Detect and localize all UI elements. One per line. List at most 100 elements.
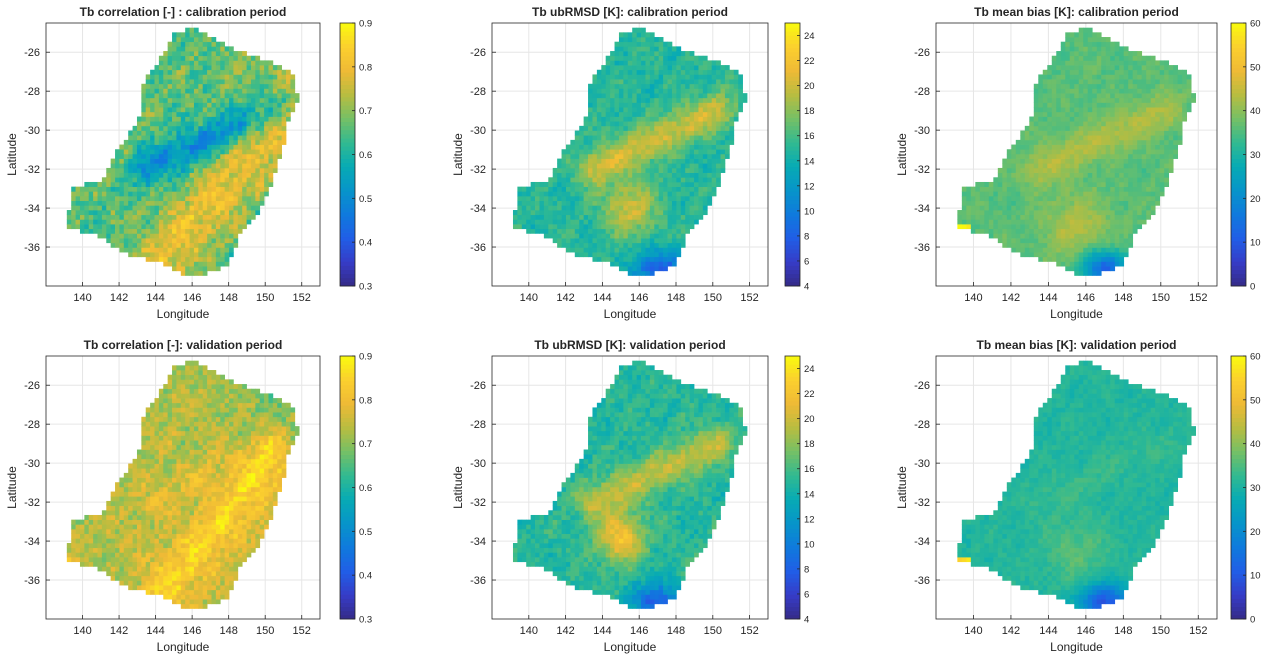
heatmap-cell: [172, 79, 177, 85]
heatmap-cell: [250, 121, 256, 127]
colorbar-segment: [785, 117, 800, 123]
heatmap-cell: [141, 111, 147, 117]
heatmap-cell: [689, 172, 695, 178]
heatmap-cell: [1132, 65, 1138, 71]
heatmap-cell: [1105, 135, 1111, 141]
heatmap-cell: [106, 210, 112, 216]
heatmap-cell: [1083, 121, 1089, 127]
heatmap-cell: [1101, 252, 1107, 258]
heatmap-cell: [172, 163, 177, 169]
heatmap-cell: [645, 219, 651, 225]
y-tick-label: -28: [24, 86, 40, 98]
heatmap-cell: [1128, 233, 1134, 239]
heatmap-cell: [224, 125, 230, 131]
heatmap-cell: [676, 79, 682, 85]
heatmap-cell: [115, 242, 120, 248]
heatmap-cell: [663, 111, 668, 117]
heatmap-cell: [207, 242, 212, 248]
heatmap-cell: [224, 252, 230, 258]
heatmap-cell: [1123, 121, 1129, 127]
heatmap-cell: [1002, 214, 1008, 220]
heatmap-cell: [97, 181, 103, 187]
heatmap-cell: [189, 130, 195, 136]
heatmap-cell: [75, 186, 81, 192]
heatmap-cell: [167, 51, 173, 57]
heatmap-cell: [1074, 205, 1080, 211]
heatmap-cell: [106, 167, 112, 173]
heatmap-cell: [565, 214, 571, 220]
heatmap-cell: [993, 228, 999, 234]
heatmap-cell: [141, 97, 147, 103]
heatmap-cell: [1110, 153, 1116, 159]
heatmap-cell: [1038, 139, 1044, 145]
heatmap-cell: [167, 107, 173, 113]
heatmap-cell: [1056, 247, 1062, 253]
heatmap-cell: [211, 261, 217, 267]
heatmap-cell: [1087, 69, 1093, 75]
heatmap-cell: [1087, 139, 1093, 145]
heatmap-cell: [132, 130, 138, 136]
colorbar-segment: [340, 183, 355, 188]
heatmap-cell: [632, 224, 637, 230]
heatmap-cell: [623, 252, 629, 258]
heatmap-cell: [605, 125, 611, 131]
colorbar-segment: [785, 207, 800, 213]
colorbar-segment: [340, 138, 355, 143]
heatmap-cell: [246, 196, 252, 202]
heatmap-cell: [242, 224, 247, 230]
heatmap-cell: [110, 181, 116, 187]
heatmap-cell: [176, 219, 182, 225]
heatmap-cell: [583, 252, 589, 258]
heatmap-cell: [689, 181, 695, 187]
heatmap-cell: [1078, 177, 1084, 183]
heatmap-cell: [557, 233, 562, 239]
heatmap-cell: [658, 181, 664, 187]
heatmap-cell: [277, 111, 282, 117]
heatmap-cell: [259, 121, 265, 127]
heatmap-cell: [1083, 55, 1089, 61]
heatmap-cell: [627, 139, 633, 145]
heatmap-cell: [1105, 125, 1111, 131]
heatmap-cell: [150, 93, 155, 99]
heatmap-cell: [220, 186, 225, 192]
heatmap-cell: [579, 181, 584, 187]
heatmap-cell: [667, 144, 673, 150]
heatmap-cell: [539, 186, 545, 192]
heatmap-cell: [250, 163, 256, 169]
heatmap-cell: [193, 116, 199, 122]
heatmap-cell: [1060, 135, 1066, 141]
heatmap-cell: [268, 88, 274, 94]
heatmap-cell: [207, 149, 212, 155]
heatmap-cell: [623, 37, 629, 43]
heatmap-cell: [720, 116, 726, 122]
heatmap-cell: [268, 79, 274, 85]
heatmap-cell: [557, 181, 562, 187]
heatmap-cell: [654, 37, 660, 43]
heatmap-cell: [645, 228, 651, 234]
heatmap-cell: [167, 219, 173, 225]
heatmap-cell: [988, 224, 994, 230]
heatmap-cell: [185, 200, 190, 206]
heatmap-cell: [1065, 32, 1071, 38]
heatmap-cell: [1074, 228, 1080, 234]
heatmap-cell: [136, 200, 142, 206]
heatmap-cell: [1029, 144, 1035, 150]
heatmap-cell: [1078, 266, 1084, 272]
heatmap-cell: [167, 153, 173, 159]
heatmap-cell: [229, 149, 234, 155]
heatmap-cell: [176, 167, 182, 173]
heatmap-cell: [605, 102, 611, 108]
heatmap-cell: [1047, 233, 1053, 239]
heatmap-cell: [711, 158, 717, 164]
heatmap-cell: [215, 149, 221, 155]
heatmap-cell: [1074, 214, 1080, 220]
heatmap-cell: [202, 144, 208, 150]
colorbar-tick-label: 0.7: [359, 106, 372, 117]
heatmap-cell: [1092, 172, 1098, 178]
heatmap-cell: [132, 219, 138, 225]
heatmap-cell: [1110, 196, 1116, 202]
heatmap-cell: [123, 228, 129, 234]
heatmap-cell: [211, 153, 217, 159]
heatmap-cell: [583, 130, 589, 136]
